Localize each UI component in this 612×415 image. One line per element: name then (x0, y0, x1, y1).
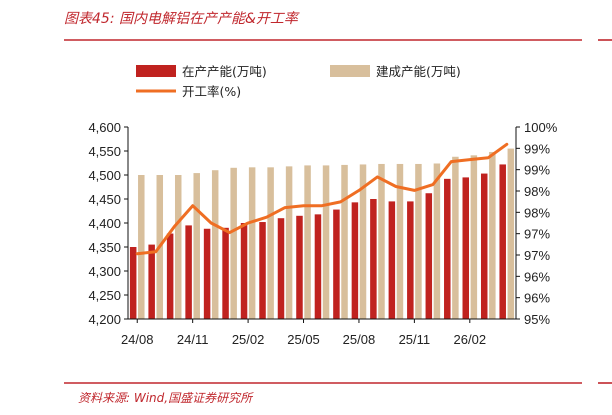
running-bar-8 (277, 218, 285, 319)
legend-label-0: 在产产能(万吨) (182, 64, 267, 79)
running-bar-1 (148, 244, 155, 319)
running-bar-14 (388, 201, 396, 319)
running-bar-18 (462, 177, 470, 319)
x-tick-label-0: 24/08 (121, 332, 154, 347)
legend-swatch-1 (330, 65, 370, 77)
built-bar-0 (138, 175, 145, 319)
running-bar-19 (480, 173, 488, 319)
left-tick-label-0: 4,200 (88, 312, 121, 327)
left-tick-label-4: 4,400 (88, 216, 121, 231)
right-tick-label-7: 99% (524, 163, 550, 178)
running-bar-10 (314, 214, 322, 319)
built-bar-2 (174, 175, 182, 319)
built-bar-4 (211, 170, 219, 319)
right-tick-label-3: 97% (524, 248, 550, 263)
legend-label-2: 开工率(%) (182, 84, 241, 99)
right-tick-label-6: 98% (524, 184, 550, 199)
built-bar-19 (489, 151, 496, 319)
x-axis-ticks: 24/08 24/11 25/02 25/05 25/08 25/11 26/02 (121, 319, 486, 347)
legend-swatch-0 (136, 65, 176, 77)
built-bar-13 (378, 163, 385, 319)
utilization-line (135, 142, 509, 256)
x-tick-label-3: 25/05 (287, 332, 320, 347)
right-tick-label-9: 100% (524, 120, 558, 135)
built-bar-3 (193, 173, 200, 319)
left-tick-label-2: 4,300 (88, 264, 121, 279)
right-tick-label-1: 96% (524, 291, 550, 306)
x-tick-label-2: 25/02 (232, 332, 265, 347)
running-bar-0 (129, 247, 137, 319)
left-tick-label-7: 4,550 (88, 144, 121, 159)
source-note: 资料来源: Wind,国盛证券研究所 (78, 391, 253, 405)
built-bar-7 (267, 167, 274, 319)
utilization-line-layer (135, 142, 509, 256)
right-tick-label-5: 98% (524, 205, 550, 220)
built-bar-12 (359, 164, 367, 319)
running-bar-13 (370, 199, 377, 319)
left-tick-label-3: 4,350 (88, 240, 121, 255)
built-bar-11 (341, 164, 348, 319)
left-tick-label-6: 4,500 (88, 168, 121, 183)
running-bar-12 (351, 202, 359, 319)
chart-title: 图表45: 国内电解铝在产产能&开工率 (64, 11, 298, 27)
built-bar-17 (452, 156, 459, 319)
left-tick-label-5: 4,450 (88, 192, 121, 207)
running-bar-4 (203, 228, 211, 319)
legend: 在产产能(万吨) 建成产能(万吨) 开工率(%) (136, 64, 461, 99)
built-bar-10 (322, 165, 330, 319)
built-bar-18 (470, 155, 478, 319)
built-capacity-bars (138, 148, 515, 319)
running-bar-11 (333, 209, 340, 319)
right-tick-label-8: 99% (524, 141, 550, 156)
right-tick-label-4: 97% (524, 227, 550, 242)
right-axis-ticks: 95% 96% 96% 97% 97% 98% 98% 99% 99% 100% (516, 120, 558, 327)
built-bar-15 (415, 163, 422, 319)
x-tick-label-6: 26/02 (454, 332, 487, 347)
legend-label-1: 建成产能(万吨) (376, 64, 461, 79)
built-bar-6 (248, 167, 256, 319)
x-tick-label-5: 25/11 (399, 332, 431, 347)
left-axis-ticks: 4,200 4,250 4,300 4,350 4,400 4,450 4,500 4,550… (88, 120, 128, 327)
x-tick-label-1: 24/11 (177, 332, 209, 347)
built-bar-16 (433, 163, 441, 319)
running-bar-17 (444, 178, 451, 319)
x-tick-label-4: 25/08 (343, 332, 376, 347)
left-tick-label-8: 4,600 (88, 120, 121, 135)
built-bar-5 (230, 167, 237, 319)
running-capacity-bars (129, 164, 506, 319)
running-bar-20 (499, 164, 506, 319)
running-bar-7 (259, 222, 266, 319)
built-bar-14 (396, 163, 404, 319)
running-bar-5 (222, 227, 229, 319)
left-tick-label-1: 4,250 (88, 288, 121, 303)
running-bar-3 (185, 225, 192, 319)
running-bar-6 (240, 223, 248, 319)
built-bar-8 (285, 166, 293, 319)
right-tick-label-2: 96% (524, 269, 550, 284)
running-bar-2 (166, 233, 174, 319)
running-bar-16 (425, 193, 433, 319)
built-bar-20 (507, 148, 515, 319)
running-bar-15 (407, 201, 414, 319)
running-bar-9 (296, 215, 303, 319)
built-bar-9 (304, 165, 311, 319)
right-tick-label-0: 95% (524, 312, 550, 327)
